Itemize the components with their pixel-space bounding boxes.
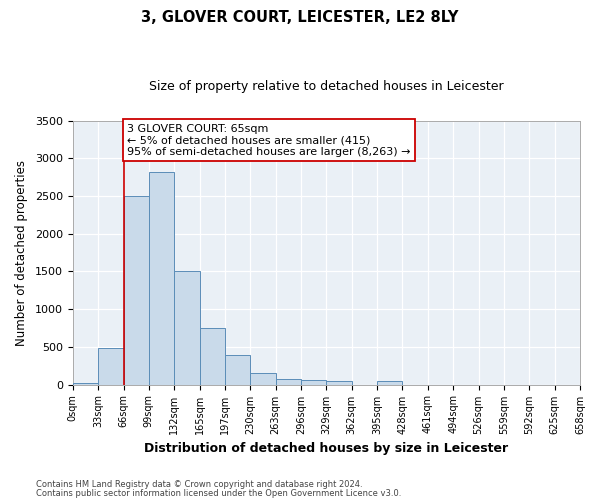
Bar: [377, 381, 403, 384]
Bar: [174, 270, 200, 384]
Text: 3, GLOVER COURT, LEICESTER, LE2 8LY: 3, GLOVER COURT, LEICESTER, LE2 8LY: [142, 10, 458, 25]
Y-axis label: Number of detached properties: Number of detached properties: [15, 160, 28, 346]
Bar: [250, 373, 275, 384]
Title: Size of property relative to detached houses in Leicester: Size of property relative to detached ho…: [149, 80, 504, 93]
Bar: [73, 383, 98, 384]
Bar: [200, 328, 225, 384]
X-axis label: Distribution of detached houses by size in Leicester: Distribution of detached houses by size …: [145, 442, 508, 455]
Bar: [275, 379, 301, 384]
Bar: [124, 196, 149, 384]
Bar: [98, 348, 124, 384]
Text: Contains HM Land Registry data © Crown copyright and database right 2024.: Contains HM Land Registry data © Crown c…: [36, 480, 362, 489]
Text: 3 GLOVER COURT: 65sqm
← 5% of detached houses are smaller (415)
95% of semi-deta: 3 GLOVER COURT: 65sqm ← 5% of detached h…: [127, 124, 411, 157]
Bar: [301, 380, 326, 384]
Bar: [225, 355, 250, 384]
Bar: [149, 172, 174, 384]
Text: Contains public sector information licensed under the Open Government Licence v3: Contains public sector information licen…: [36, 488, 401, 498]
Bar: [326, 381, 352, 384]
